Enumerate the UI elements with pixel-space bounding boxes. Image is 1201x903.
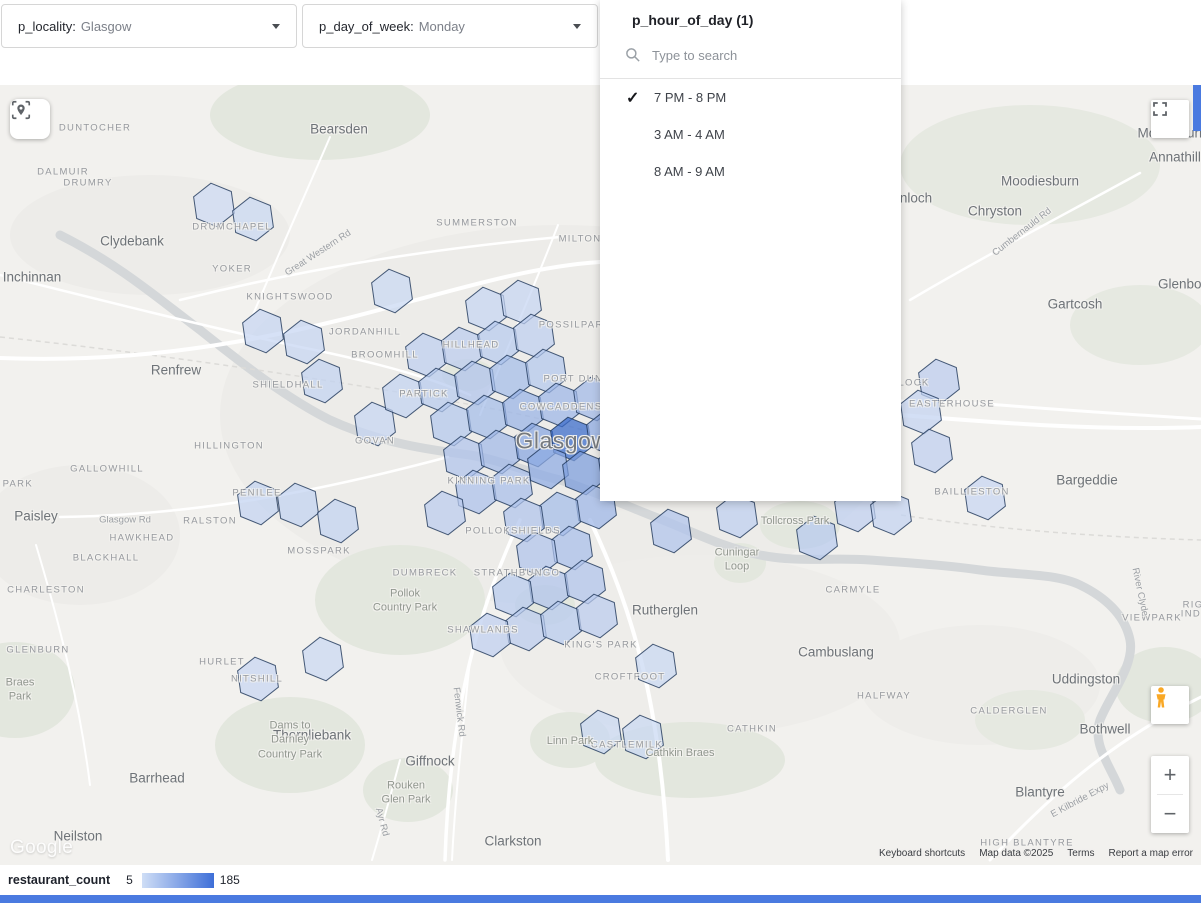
hex-cell[interactable] (237, 656, 279, 702)
hour-options-list: ✓ 7 PM - 8 PM 3 AM - 4 AM 8 AM - 9 AM (600, 79, 901, 190)
hex-cell[interactable] (622, 714, 664, 760)
day-dropdown-value: Monday (418, 18, 465, 34)
keyboard-shortcuts-link[interactable]: Keyboard shortcuts (879, 848, 966, 859)
hex-cell[interactable] (193, 182, 235, 228)
chevron-down-icon (272, 23, 280, 29)
map-attribution: Keyboard shortcuts Map data ©2025 Terms … (879, 848, 1193, 859)
hex-cell[interactable] (576, 593, 618, 639)
hex-cell[interactable] (232, 196, 274, 242)
legend-gradient (141, 872, 214, 888)
check-icon: ✓ (626, 89, 640, 107)
hour-option-label: 3 AM - 4 AM (654, 127, 725, 142)
legend-max-value: 185 (219, 873, 240, 887)
hex-cell[interactable] (796, 515, 838, 561)
legend-min-value: 5 (126, 873, 133, 887)
zoom-in-button[interactable]: + (1163, 762, 1177, 787)
terms-link[interactable]: Terms (1067, 848, 1095, 859)
hex-cell[interactable] (964, 475, 1006, 521)
search-row (600, 38, 901, 79)
zoom-controls: + − (1151, 756, 1189, 833)
hex-cell[interactable] (371, 268, 413, 314)
hour-option-1[interactable]: 3 AM - 4 AM (600, 116, 901, 153)
hex-cell[interactable] (302, 636, 344, 682)
hex-cell[interactable] (317, 498, 359, 544)
panel-title: p_hour_of_day (1) (632, 12, 754, 28)
day-dropdown-key: p_day_of_week: (319, 18, 414, 34)
hex-cell[interactable] (911, 428, 953, 474)
hex-cell[interactable] (242, 308, 284, 354)
search-input[interactable] (650, 46, 874, 64)
hour-option-0[interactable]: ✓ 7 PM - 8 PM (600, 79, 901, 116)
hex-cell[interactable] (580, 709, 622, 755)
my-location-button[interactable] (10, 99, 50, 139)
report-map-error-link[interactable]: Report a map error (1108, 848, 1193, 859)
hex-cell[interactable] (237, 480, 279, 526)
fullscreen-icon (1153, 102, 1167, 116)
locality-dropdown-value: Glasgow (80, 18, 132, 34)
hour-option-label: 7 PM - 8 PM (654, 90, 727, 105)
hex-cell[interactable] (382, 373, 424, 419)
hex-cell[interactable] (277, 482, 319, 528)
search-icon (626, 48, 640, 62)
vertical-scrollbar-thumb[interactable] (1193, 85, 1201, 131)
day-of-week-dropdown[interactable]: p_day_of_week: Monday (302, 4, 598, 48)
hex-cell[interactable] (635, 643, 677, 689)
hour-option-label: 8 AM - 9 AM (654, 164, 725, 179)
map-data-copyright: Map data ©2025 (979, 848, 1054, 859)
google-logo: Google (10, 837, 74, 858)
pegman-button[interactable] (1151, 686, 1189, 724)
horizontal-scrollbar[interactable] (0, 895, 1201, 903)
hex-cell[interactable] (900, 389, 942, 435)
hex-cell[interactable] (650, 508, 692, 554)
hex-cell[interactable] (469, 612, 511, 658)
hex-cell[interactable] (283, 319, 325, 365)
locality-dropdown[interactable]: p_locality: Glasgow (1, 4, 297, 48)
locality-dropdown-key: p_locality: (18, 18, 76, 34)
hex-cell[interactable] (716, 493, 758, 539)
hex-cell[interactable] (918, 358, 960, 404)
hex-cell[interactable] (424, 490, 466, 536)
zoom-divider (1157, 794, 1183, 795)
hex-cell[interactable] (301, 358, 343, 404)
fullscreen-button[interactable] (1151, 100, 1189, 138)
legend-title: restaurant_count (8, 873, 111, 887)
hex-cell[interactable] (527, 444, 569, 490)
hour-option-2[interactable]: 8 AM - 9 AM (600, 153, 901, 190)
legend-bar: restaurant_count 5 185 (0, 865, 1201, 895)
location-pin-icon (11, 100, 31, 120)
hex-cell[interactable] (870, 490, 912, 536)
hour-filter-panel: p_hour_of_day (1) ✓ 7 PM - 8 PM 3 AM - 4 A… (600, 0, 901, 501)
pegman-icon (1156, 687, 1166, 708)
zoom-out-button[interactable]: − (1163, 801, 1177, 826)
chevron-down-icon (573, 23, 581, 29)
